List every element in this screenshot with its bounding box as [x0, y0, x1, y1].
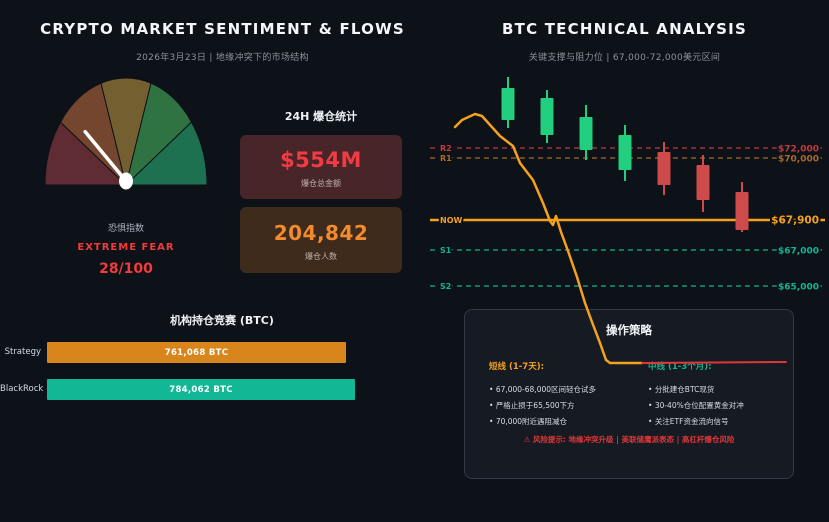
- level-name-r1: R1: [440, 154, 452, 163]
- right-panel-subtitle: 关键支撑与阻力位 | 67,000-72,000美元区间: [528, 53, 721, 63]
- level-name-s1: S1: [440, 246, 452, 255]
- strategy-short-term-header: 短线 (1-7天):: [489, 362, 544, 372]
- liquidation-count-value: 204,842: [273, 221, 369, 245]
- left-panel-subtitle: 2026年3月23日 | 地缘冲突下的市场结构: [136, 53, 309, 63]
- holdings-bar-row-strategy: Strategy 761,068 BTC: [0, 342, 415, 363]
- strategy-mid-term-header: 中线 (1-3个月):: [648, 362, 712, 372]
- liquidation-heading: 24H 爆仓统计: [284, 110, 358, 123]
- liquidation-amount-value: $554M: [280, 148, 362, 172]
- holdings-bar-value: 784,062 BTC: [169, 384, 233, 395]
- strategy-column-mid-term: 中线 (1-3个月): 分批建仓BTC现货 30-40%仓位配置黄金对冲 关注E…: [648, 360, 798, 430]
- level-name-r2: R2: [440, 144, 452, 153]
- risk-warning-text: ⚠ 风险提示: 地缘冲突升级 | 美联储鹰派表态 | 高杠杆爆仓风险: [523, 435, 735, 444]
- strategy-heading: 操作策略: [606, 323, 652, 337]
- strategy-column-short-term: 短线 (1-7天): 67,000-68,000区间轻仓试多 严格止损于65,5…: [489, 360, 639, 430]
- strategy-short-term-list: 67,000-68,000区间轻仓试多 严格止损于65,500下方 70,000…: [489, 382, 639, 430]
- level-name-now: NOW: [440, 216, 462, 225]
- fear-gauge-label: 恐惧指数: [107, 224, 144, 234]
- strategy-item: 30-40%仓位配置黄金对冲: [648, 398, 798, 414]
- fear-gauge-score: 28/100: [99, 261, 153, 277]
- level-price-s2: $65,000: [778, 283, 819, 293]
- liquidation-count-card: 204,842 爆仓人数: [240, 207, 402, 273]
- level-price-r2: $72,000: [778, 145, 819, 155]
- holdings-bar-blackrock: 784,062 BTC: [47, 379, 355, 400]
- fear-gauge-status: EXTREME FEAR: [77, 242, 175, 253]
- level-name-s2: S2: [440, 282, 451, 291]
- holdings-bar-row-blackrock: BlackRock 784,062 BTC: [0, 379, 415, 400]
- left-panel-title: CRYPTO MARKET SENTIMENT & FLOWS: [40, 20, 405, 38]
- right-panel-title: BTC TECHNICAL ANALYSIS: [502, 20, 747, 38]
- holdings-heading: 机构持仓竞赛 (BTC): [170, 314, 274, 327]
- fear-gauge-chart: [45, 78, 207, 190]
- holdings-bar-name: Strategy: [4, 347, 41, 357]
- level-price-r1: $70,000: [778, 155, 819, 165]
- liquidation-amount-card: $554M 爆仓总金额: [240, 135, 402, 199]
- holdings-bar-value: 761,068 BTC: [164, 347, 229, 358]
- strategy-mid-term-list: 分批建仓BTC现货 30-40%仓位配置黄金对冲 关注ETF资金流向信号: [648, 382, 798, 430]
- holdings-bar-name: BlackRock: [0, 384, 44, 394]
- strategy-item: 70,000附近遇阻减仓: [489, 414, 639, 430]
- strategy-item: 严格止损于65,500下方: [489, 398, 639, 414]
- holdings-bar-strategy: 761,068 BTC: [47, 342, 346, 363]
- strategy-item: 67,000-68,000区间轻仓试多: [489, 382, 639, 398]
- level-price-s1: $67,000: [778, 247, 819, 257]
- liquidation-count-label: 爆仓人数: [305, 252, 337, 261]
- strategy-item: 关注ETF资金流向信号: [648, 414, 798, 430]
- level-price-now: $67,900: [771, 215, 819, 227]
- strategy-box: 操作策略 短线 (1-7天): 67,000-68,000区间轻仓试多 严格止损…: [464, 309, 794, 479]
- strategy-item: 分批建仓BTC现货: [648, 382, 798, 398]
- liquidation-amount-label: 爆仓总金额: [301, 179, 341, 188]
